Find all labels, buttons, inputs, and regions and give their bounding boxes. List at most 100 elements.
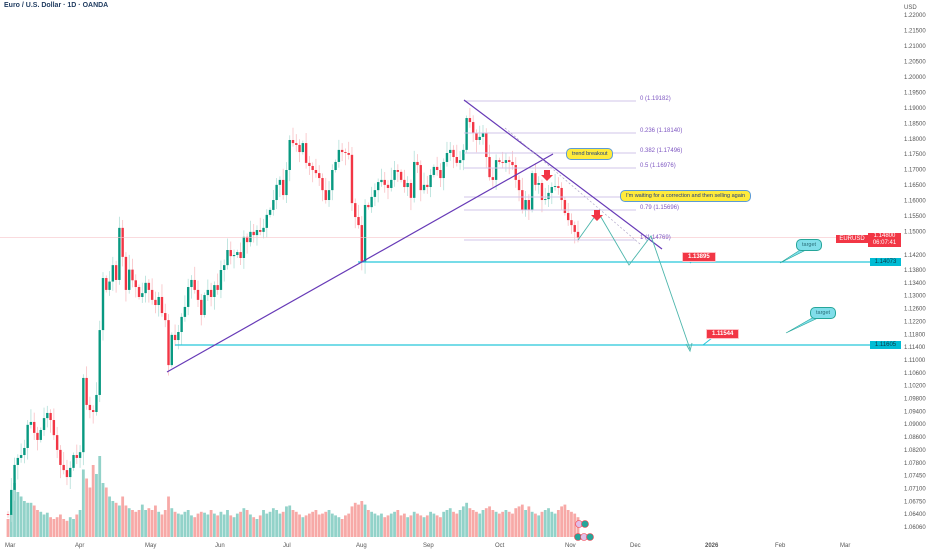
volume-bar bbox=[19, 496, 23, 537]
candle-body bbox=[399, 171, 403, 180]
waiting-callout[interactable]: I'm waiting for a correction and then se… bbox=[620, 190, 752, 202]
volume-bar bbox=[330, 513, 334, 537]
candle-body bbox=[91, 410, 95, 412]
candle-body bbox=[462, 149, 465, 161]
parallel-dashed-line[interactable] bbox=[504, 127, 641, 245]
candle-body bbox=[458, 160, 462, 163]
candle-body bbox=[36, 432, 39, 440]
candle bbox=[33, 412, 36, 440]
candle-body bbox=[82, 377, 85, 453]
price-tick-label: 1.20000 bbox=[904, 75, 926, 81]
last-price: 1.14800 bbox=[873, 233, 896, 239]
candle bbox=[19, 443, 23, 463]
target-callout-1[interactable]: target bbox=[796, 239, 823, 251]
candle bbox=[124, 252, 128, 302]
candle bbox=[121, 219, 124, 267]
candle-body bbox=[442, 161, 445, 179]
volume-bar bbox=[550, 511, 554, 537]
candle bbox=[200, 293, 203, 326]
volume-bar bbox=[199, 511, 203, 537]
candle bbox=[340, 143, 344, 162]
volume-bar bbox=[176, 513, 180, 537]
candle bbox=[521, 177, 524, 214]
candle-body bbox=[409, 183, 413, 198]
candle bbox=[10, 477, 13, 522]
price-tick-label: 1.09000 bbox=[904, 422, 926, 428]
candle bbox=[481, 124, 485, 145]
volume-bar bbox=[471, 510, 475, 537]
price-label-2[interactable]: 1.11544 bbox=[706, 329, 740, 339]
volume-bar bbox=[39, 511, 43, 537]
price-label-1[interactable]: 1.13895 bbox=[682, 252, 716, 262]
candle bbox=[544, 187, 547, 205]
candle-body bbox=[347, 152, 350, 155]
candle-body bbox=[180, 316, 183, 333]
candle bbox=[314, 158, 318, 178]
candle-body bbox=[544, 199, 547, 201]
candle-body bbox=[209, 289, 213, 297]
candle-body bbox=[298, 144, 301, 153]
candle-body bbox=[393, 170, 396, 180]
projected-path[interactable] bbox=[577, 211, 691, 350]
volume-bar bbox=[245, 510, 249, 537]
candle-body bbox=[295, 143, 298, 145]
volume-bar bbox=[52, 519, 56, 537]
volume-bar bbox=[501, 511, 505, 537]
candle-body bbox=[285, 170, 288, 196]
candle bbox=[383, 172, 386, 193]
candle bbox=[527, 194, 531, 220]
candle-body bbox=[288, 139, 291, 171]
time-axis[interactable]: Mar Apr May Jun Jul Aug Sep Oct Nov Dec 2026 Feb Mar bbox=[5, 543, 850, 549]
volume-bar bbox=[566, 510, 570, 537]
falling-trendline[interactable] bbox=[463, 99, 663, 250]
candle bbox=[193, 266, 196, 294]
volume-bar bbox=[101, 483, 105, 537]
candle-body bbox=[301, 143, 305, 153]
volume-bar bbox=[262, 510, 265, 537]
volume-layer bbox=[6, 456, 580, 537]
volume-bar bbox=[124, 505, 128, 537]
candle-body bbox=[321, 178, 324, 191]
candle-body bbox=[432, 166, 436, 175]
volume-bar bbox=[114, 502, 118, 537]
price-axis[interactable]: 1.22000 1.21500 1.21000 1.20500 1.20000 1.195… bbox=[904, 13, 926, 531]
candle-body bbox=[403, 179, 406, 188]
volume-bar bbox=[9, 514, 13, 537]
candle-body bbox=[481, 132, 485, 137]
candle bbox=[216, 273, 219, 295]
candle-body bbox=[570, 220, 573, 226]
candle bbox=[72, 452, 75, 471]
candle bbox=[69, 461, 72, 490]
callout-tail bbox=[785, 317, 819, 334]
rising-trendline[interactable] bbox=[166, 153, 554, 373]
candle-body bbox=[160, 296, 164, 314]
volume-bar bbox=[255, 519, 259, 537]
volume-bar bbox=[307, 513, 311, 537]
target-callout-2[interactable]: target bbox=[810, 307, 837, 319]
volume-bar bbox=[353, 502, 357, 537]
price-tick-label: 1.12200 bbox=[904, 319, 926, 325]
candles-layer bbox=[6, 107, 580, 522]
candle-body bbox=[373, 190, 377, 197]
volume-bar bbox=[98, 456, 102, 537]
candle bbox=[331, 164, 334, 201]
candle bbox=[449, 142, 452, 161]
candle bbox=[141, 282, 144, 303]
price-tick-label: 1.09400 bbox=[904, 409, 926, 415]
fib-retracement[interactable]: 0 (1.19182) 0.236 (1.18140) 0.382 (1.17496… bbox=[464, 96, 682, 241]
candle bbox=[298, 139, 301, 163]
volume-bar bbox=[416, 513, 419, 537]
volume-bar bbox=[258, 515, 262, 537]
candle bbox=[324, 177, 327, 204]
candle bbox=[59, 445, 62, 479]
candle bbox=[390, 167, 393, 192]
candle-body bbox=[524, 200, 527, 210]
volume-bar bbox=[366, 510, 370, 537]
events-icons[interactable] bbox=[574, 520, 594, 541]
level-tag-lower: 1.11605 bbox=[870, 341, 901, 349]
candle bbox=[514, 157, 517, 188]
trend-breakout-callout[interactable]: trend breakout bbox=[566, 148, 614, 160]
candle-body bbox=[95, 394, 98, 412]
time-tick-label: Jul bbox=[283, 543, 291, 549]
